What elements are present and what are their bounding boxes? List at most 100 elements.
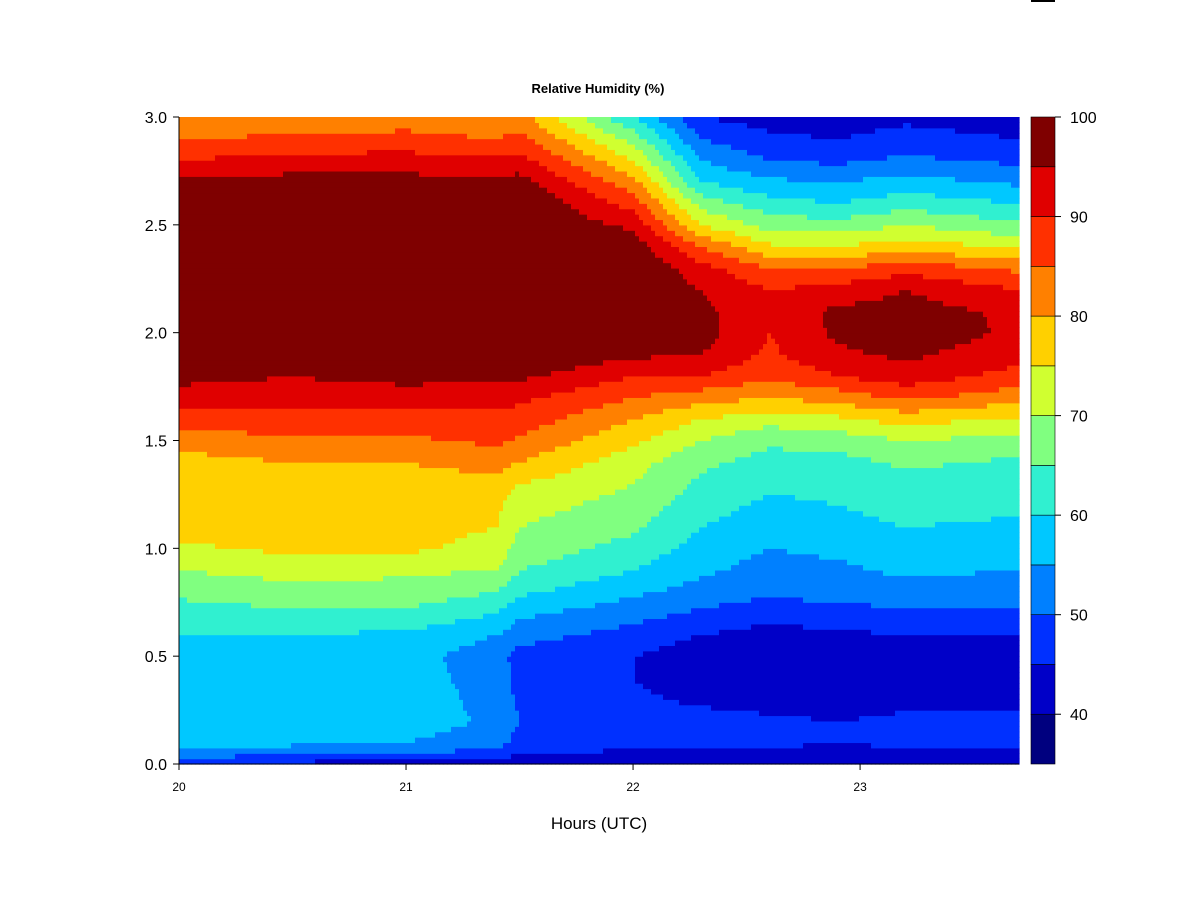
contour-cell xyxy=(199,176,204,182)
contour-cell xyxy=(183,635,188,641)
contour-cell xyxy=(259,166,264,172)
contour-cell xyxy=(219,387,224,393)
contour-cell xyxy=(251,683,256,689)
contour-cell xyxy=(235,629,240,635)
contour-cell xyxy=(203,608,208,614)
contour-cell xyxy=(271,392,276,398)
contour-cell xyxy=(191,710,196,716)
contour-cell xyxy=(255,683,260,689)
contour-cell xyxy=(251,737,256,743)
contour-cell xyxy=(243,225,248,231)
contour-cell xyxy=(251,279,256,285)
contour-cell xyxy=(203,635,208,641)
contour-cell xyxy=(247,203,252,209)
contour-cell xyxy=(251,575,256,581)
contour-cell xyxy=(299,710,304,716)
contour-cell xyxy=(307,715,312,721)
contour-cell xyxy=(259,360,264,366)
contour-cell xyxy=(287,505,292,511)
contour-cell xyxy=(211,279,216,285)
contour-cell xyxy=(259,176,264,182)
contour-cell xyxy=(255,478,260,484)
contour-cell xyxy=(223,435,228,441)
contour-cell xyxy=(327,176,332,182)
contour-cell xyxy=(235,354,240,360)
contour-cell xyxy=(279,257,284,263)
contour-cell xyxy=(339,478,344,484)
contour-cell xyxy=(287,192,292,198)
contour-cell xyxy=(291,419,296,425)
contour-cell xyxy=(271,311,276,317)
contour-cell xyxy=(251,715,256,721)
contour-cell xyxy=(319,268,324,274)
contour-cell xyxy=(183,284,188,290)
contour-cell xyxy=(187,543,192,549)
contour-cell xyxy=(319,198,324,204)
contour-cell xyxy=(247,279,252,285)
contour-cell xyxy=(267,430,272,436)
contour-cell xyxy=(195,295,200,301)
contour-cell xyxy=(327,721,332,727)
contour-cell xyxy=(311,608,316,614)
contour-cell xyxy=(279,721,284,727)
contour-cell xyxy=(215,430,220,436)
contour-cell xyxy=(295,295,300,301)
contour-cell xyxy=(215,273,220,279)
contour-cell xyxy=(195,365,200,371)
contour-cell xyxy=(271,732,276,738)
contour-cell xyxy=(247,694,252,700)
contour-cell xyxy=(287,397,292,403)
contour-cell xyxy=(263,672,268,678)
contour-cell xyxy=(207,403,212,409)
contour-cell xyxy=(263,489,268,495)
contour-cell xyxy=(207,629,212,635)
contour-cell xyxy=(199,128,204,134)
contour-cell xyxy=(331,737,336,743)
contour-cell xyxy=(259,149,264,155)
contour-cell xyxy=(195,473,200,479)
contour-cell xyxy=(295,171,300,177)
contour-cell xyxy=(267,715,272,721)
contour-cell xyxy=(307,397,312,403)
contour-cell xyxy=(199,322,204,328)
contour-cell xyxy=(191,149,196,155)
contour-cell xyxy=(215,489,220,495)
contour-cell xyxy=(223,284,228,290)
contour-cell xyxy=(215,300,220,306)
contour-cell xyxy=(307,559,312,565)
contour-cell xyxy=(279,263,284,269)
contour-cell xyxy=(339,721,344,727)
contour-cell xyxy=(327,527,332,533)
contour-cell xyxy=(243,478,248,484)
contour-cell xyxy=(215,748,220,754)
contour-cell xyxy=(287,263,292,269)
contour-cell xyxy=(307,306,312,312)
contour-cell xyxy=(187,209,192,215)
contour-cell xyxy=(323,316,328,322)
contour-cell xyxy=(267,726,272,732)
contour-cell xyxy=(187,370,192,376)
contour-cell xyxy=(195,602,200,608)
contour-cell xyxy=(227,489,232,495)
contour-cell xyxy=(179,246,184,252)
contour-cell xyxy=(295,209,300,215)
contour-cell xyxy=(343,441,348,447)
contour-cell xyxy=(179,327,184,333)
contour-cell xyxy=(251,182,256,188)
contour-cell xyxy=(323,710,328,716)
contour-cell xyxy=(311,376,316,382)
contour-cell xyxy=(239,748,244,754)
contour-cell xyxy=(183,462,188,468)
contour-cell xyxy=(299,252,304,258)
contour-cell xyxy=(247,565,252,571)
contour-cell xyxy=(331,370,336,376)
contour-cell xyxy=(331,338,336,344)
contour-cell xyxy=(315,554,320,560)
contour-cell xyxy=(187,715,192,721)
contour-cell xyxy=(243,268,248,274)
contour-cell xyxy=(323,742,328,748)
contour-cell xyxy=(191,209,196,215)
contour-cell xyxy=(179,678,184,684)
contour-cell xyxy=(179,268,184,274)
contour-cell xyxy=(279,532,284,538)
